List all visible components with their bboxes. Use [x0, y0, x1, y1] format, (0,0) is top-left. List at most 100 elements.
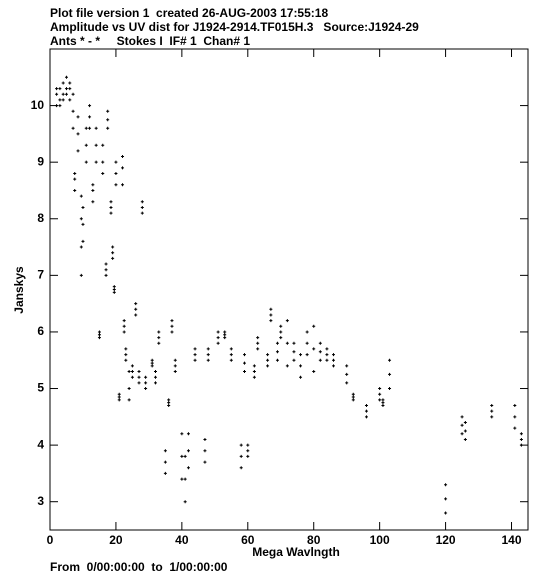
data-point [490, 409, 494, 413]
data-point [180, 477, 184, 481]
data-point [256, 341, 260, 345]
data-point [76, 132, 80, 136]
data-point [104, 273, 108, 277]
data-point [170, 330, 174, 334]
data-point [513, 426, 517, 430]
data-point [94, 160, 98, 164]
data-point [157, 330, 161, 334]
data-point [79, 194, 83, 198]
data-point [381, 404, 385, 408]
data-point [519, 443, 523, 447]
chart-title: Plot file version 1 created 26-AUG-2003 … [50, 6, 328, 20]
data-point [381, 398, 385, 402]
data-point [490, 415, 494, 419]
data-point [71, 126, 75, 130]
data-point [203, 437, 207, 441]
data-point [193, 353, 197, 357]
data-point [186, 466, 190, 470]
data-point [279, 330, 283, 334]
data-point [318, 341, 322, 345]
data-point [239, 443, 243, 447]
data-point [64, 87, 68, 91]
data-point [55, 104, 59, 108]
data-point [173, 364, 177, 368]
data-point [79, 245, 83, 249]
data-point [444, 497, 448, 501]
data-point [150, 358, 154, 362]
data-point [76, 149, 80, 153]
data-point [173, 370, 177, 374]
data-point [144, 381, 148, 385]
data-point [109, 211, 113, 215]
data-point [242, 353, 246, 357]
data-point [109, 205, 113, 209]
data-point [68, 87, 72, 91]
data-point [81, 205, 85, 209]
data-point [91, 200, 95, 204]
data-point [378, 387, 382, 391]
data-point [193, 358, 197, 362]
y-tick-label: 3 [37, 494, 44, 508]
data-point [246, 449, 250, 453]
data-point [223, 330, 227, 334]
data-point [114, 183, 118, 187]
data-point [167, 401, 171, 405]
data-point [332, 358, 336, 362]
data-point [299, 353, 303, 357]
data-point [109, 200, 113, 204]
data-point [167, 404, 171, 408]
data-point [163, 449, 167, 453]
data-point [388, 387, 392, 391]
data-point [84, 126, 88, 130]
data-point [378, 392, 382, 396]
data-point [106, 109, 110, 113]
data-point [81, 239, 85, 243]
data-point [223, 333, 227, 337]
data-point [252, 364, 256, 368]
data-point [144, 375, 148, 379]
data-point [84, 160, 88, 164]
x-tick-label: 60 [241, 533, 255, 547]
data-point [73, 171, 77, 175]
data-point [325, 358, 329, 362]
data-point [127, 387, 131, 391]
data-point [68, 81, 72, 85]
data-point [206, 358, 210, 362]
data-point [111, 245, 115, 249]
data-point [88, 126, 92, 130]
data-point [206, 353, 210, 357]
data-point [345, 364, 349, 368]
data-point [81, 222, 85, 226]
data-point [111, 256, 115, 260]
data-point [460, 423, 464, 427]
data-point [101, 143, 105, 147]
data-point [140, 205, 144, 209]
data-point [137, 381, 141, 385]
data-point [153, 381, 157, 385]
data-point [193, 347, 197, 351]
data-point [121, 166, 125, 170]
data-point [117, 398, 121, 402]
data-point [279, 324, 283, 328]
data-point [223, 336, 227, 340]
data-point [460, 415, 464, 419]
data-point [84, 143, 88, 147]
data-point [101, 160, 105, 164]
data-point [157, 341, 161, 345]
data-point [122, 330, 126, 334]
data-point [124, 353, 128, 357]
data-point [58, 87, 62, 91]
data-point [388, 358, 392, 362]
data-point [88, 115, 92, 119]
data-point [117, 392, 121, 396]
data-point [173, 358, 177, 362]
data-point [163, 471, 167, 475]
y-tick-label: 7 [37, 268, 44, 282]
data-point [157, 336, 161, 340]
data-point [55, 92, 59, 96]
data-point [216, 330, 220, 334]
y-tick-label: 6 [37, 324, 44, 338]
data-point [305, 341, 309, 345]
data-point [68, 98, 72, 102]
data-point [112, 285, 116, 289]
